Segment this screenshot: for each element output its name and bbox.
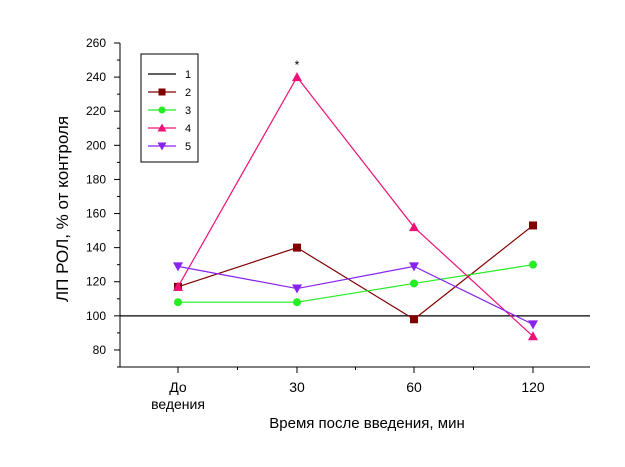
- y-axis-title: ЛП РОЛ, % от контроля: [53, 116, 72, 302]
- data-point: [409, 222, 419, 232]
- legend-marker: [158, 106, 166, 114]
- data-point: [410, 279, 418, 288]
- y-tick-label: 160: [86, 207, 106, 221]
- x-tick-label: 120: [521, 379, 545, 395]
- y-tick-label: 80: [93, 343, 107, 357]
- legend-marker: [158, 88, 166, 96]
- series-line-2: [177, 224, 534, 320]
- series-4: [173, 72, 538, 341]
- y-tick-label: 120: [86, 275, 106, 289]
- y-tick-label: 180: [86, 172, 106, 186]
- x-tick-label: 30: [289, 379, 305, 395]
- legend-label: 5: [185, 141, 191, 153]
- legend-label: 4: [185, 123, 191, 135]
- x-axis-title: Время после введения, мин: [269, 415, 465, 432]
- annotations: *: [295, 58, 300, 72]
- series-line-4: [177, 76, 534, 337]
- legend-box: [140, 53, 199, 163]
- data-point: [410, 315, 418, 324]
- y-tick-label: 140: [86, 241, 106, 255]
- y-tick-label: 200: [86, 138, 106, 152]
- data-point: [528, 320, 538, 330]
- data-point: [292, 284, 302, 294]
- series-5: [173, 262, 538, 330]
- y-ticks: 80 100 120 140 160 180 200 220 240 260: [86, 36, 120, 368]
- legend-label: 3: [185, 105, 191, 117]
- data-point: [293, 243, 301, 252]
- legend: 1 2 3 4 5: [140, 53, 199, 163]
- series-3: [174, 260, 537, 307]
- legend-item-5: 5: [148, 141, 191, 153]
- y-tick-label: 100: [86, 309, 106, 323]
- data-point: [409, 262, 419, 272]
- legend-label: 2: [185, 87, 191, 99]
- data-point: [293, 298, 301, 307]
- legend-marker: [157, 123, 167, 132]
- significance-marker: *: [295, 58, 300, 72]
- data-point: [174, 298, 182, 307]
- data-point: [529, 260, 537, 269]
- data-point: [528, 331, 538, 341]
- x-categories: До ведения 30 60 120: [151, 367, 545, 412]
- x-tick-label: До ведения: [151, 379, 205, 412]
- series-line-5: [177, 265, 534, 325]
- y-tick-label: 240: [86, 70, 106, 84]
- legend-item-2: 2: [148, 87, 191, 99]
- y-tick-label: 220: [86, 104, 106, 118]
- data-point: [292, 72, 302, 82]
- data-point: [173, 281, 183, 291]
- legend-marker: [157, 142, 167, 151]
- data-point: [529, 221, 537, 230]
- legend-item-4: 4: [148, 123, 191, 135]
- data-point: [173, 262, 183, 272]
- x-tick-label: 60: [406, 379, 422, 395]
- legend-label: 1: [185, 69, 191, 81]
- series-layer: [120, 72, 590, 341]
- y-tick-label: 260: [86, 36, 106, 50]
- legend-item-3: 3: [148, 105, 191, 117]
- legend-item-1: 1: [148, 69, 191, 81]
- series-line-3: [178, 264, 534, 303]
